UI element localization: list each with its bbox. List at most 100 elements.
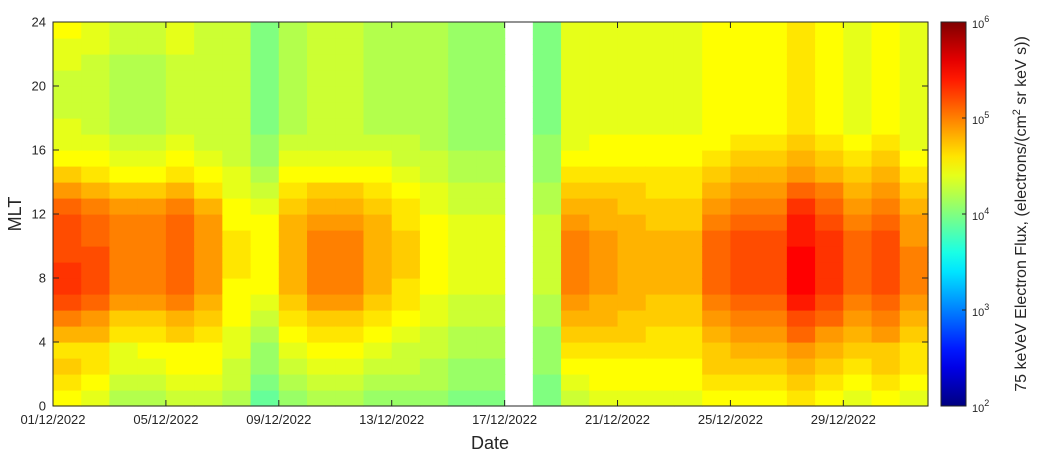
heatmap-cell: [871, 374, 901, 391]
heatmap-cell: [815, 390, 844, 407]
heatmap-cell: [589, 22, 619, 39]
heatmap-cell: [335, 38, 365, 55]
heatmap-cell: [307, 230, 336, 247]
heatmap-cell: [222, 134, 252, 151]
heatmap-cell: [645, 278, 675, 295]
heatmap-cell: [645, 22, 675, 39]
heatmap-cell: [589, 54, 619, 71]
heatmap-cell: [730, 22, 760, 39]
heatmap-cell: [222, 198, 252, 215]
heatmap-cell: [448, 262, 477, 279]
heatmap-cell: [561, 182, 590, 199]
heatmap-cell: [391, 150, 421, 167]
heatmap-cell: [730, 278, 760, 295]
heatmap-cell: [109, 358, 139, 375]
heatmap-cell: [335, 70, 365, 87]
heatmap-cell: [899, 358, 929, 375]
heatmap-cell: [899, 374, 929, 391]
heatmap-cell: [673, 38, 703, 55]
heatmap-cell: [137, 198, 167, 215]
heatmap-cell: [81, 358, 111, 375]
heatmap-cell: [222, 374, 252, 391]
heatmap-cell: [673, 102, 703, 119]
heatmap-cell: [673, 134, 703, 151]
heatmap-cell: [448, 38, 477, 55]
heatmap-cell: [53, 326, 82, 343]
heatmap-cell: [250, 390, 280, 407]
heatmap-cell: [137, 310, 167, 327]
heatmap-cell: [335, 358, 365, 375]
heatmap-cell: [419, 166, 449, 183]
heatmap-cell: [335, 134, 365, 151]
heatmap-cell: [589, 310, 619, 327]
heatmap-cell: [250, 294, 280, 311]
heatmap-cell: [222, 86, 252, 103]
heatmap-cell: [617, 70, 647, 87]
heatmap-cell: [109, 102, 139, 119]
heatmap-cell: [532, 230, 562, 247]
heatmap-cell: [278, 118, 308, 135]
heatmap-cell: [815, 230, 844, 247]
heatmap-cell: [589, 230, 619, 247]
heatmap-cell: [871, 294, 901, 311]
heatmap-cell: [165, 102, 195, 119]
heatmap-cell: [250, 246, 280, 263]
heatmap-cell: [419, 102, 449, 119]
heatmap-cell: [532, 326, 562, 343]
heatmap-cell: [645, 38, 675, 55]
heatmap-cell: [645, 214, 675, 231]
heatmap-cell: [391, 86, 421, 103]
heatmap-cell: [109, 294, 139, 311]
heatmap-cell: [899, 166, 929, 183]
heatmap-cell: [53, 374, 82, 391]
heatmap-cell: [645, 246, 675, 263]
y-tick-label: 0: [39, 399, 46, 414]
heatmap-cell: [843, 134, 873, 151]
heatmap-cell: [532, 278, 562, 295]
heatmap-cell: [899, 342, 929, 359]
heatmap-cell: [815, 278, 844, 295]
heatmap-cell: [645, 86, 675, 103]
heatmap-cell: [137, 118, 167, 135]
heatmap-cell: [532, 198, 562, 215]
heatmap-cell: [673, 358, 703, 375]
heatmap-cell: [363, 102, 393, 119]
heatmap-cell: [81, 38, 111, 55]
heatmap-cell: [702, 278, 732, 295]
heatmap-cell: [363, 22, 393, 39]
heatmap-cell: [419, 294, 449, 311]
heatmap-cell: [81, 214, 111, 231]
heatmap-cell: [137, 246, 167, 263]
heatmap-cell: [194, 294, 223, 311]
heatmap-cell: [307, 198, 336, 215]
heatmap-cell: [448, 86, 477, 103]
heatmap-cell: [419, 374, 449, 391]
heatmap-cell: [194, 38, 223, 55]
heatmap-cell: [335, 342, 365, 359]
heatmap-cell: [702, 38, 732, 55]
heatmap-cell: [448, 198, 477, 215]
heatmap-cell: [53, 294, 82, 311]
heatmap-cell: [645, 102, 675, 119]
heatmap-cell: [137, 262, 167, 279]
heatmap-cell: [843, 294, 873, 311]
heatmap-cell: [250, 134, 280, 151]
heatmap-cell: [730, 246, 760, 263]
heatmap-cell: [419, 198, 449, 215]
heatmap-cell: [278, 310, 308, 327]
heatmap-cell: [335, 150, 365, 167]
heatmap-cell: [278, 198, 308, 215]
heatmap-cell: [53, 166, 82, 183]
heatmap-cell: [815, 150, 844, 167]
heatmap-cell: [194, 310, 223, 327]
heatmap-cell: [335, 102, 365, 119]
heatmap-cell: [363, 166, 393, 183]
heatmap-cell: [363, 326, 393, 343]
heatmap-cell: [843, 38, 873, 55]
heatmap-cell: [53, 230, 82, 247]
heatmap-cell: [109, 390, 139, 407]
heatmap-cell: [645, 182, 675, 199]
heatmap-cell: [786, 70, 816, 87]
heatmap-cell: [673, 118, 703, 135]
heatmap-cell: [758, 134, 788, 151]
